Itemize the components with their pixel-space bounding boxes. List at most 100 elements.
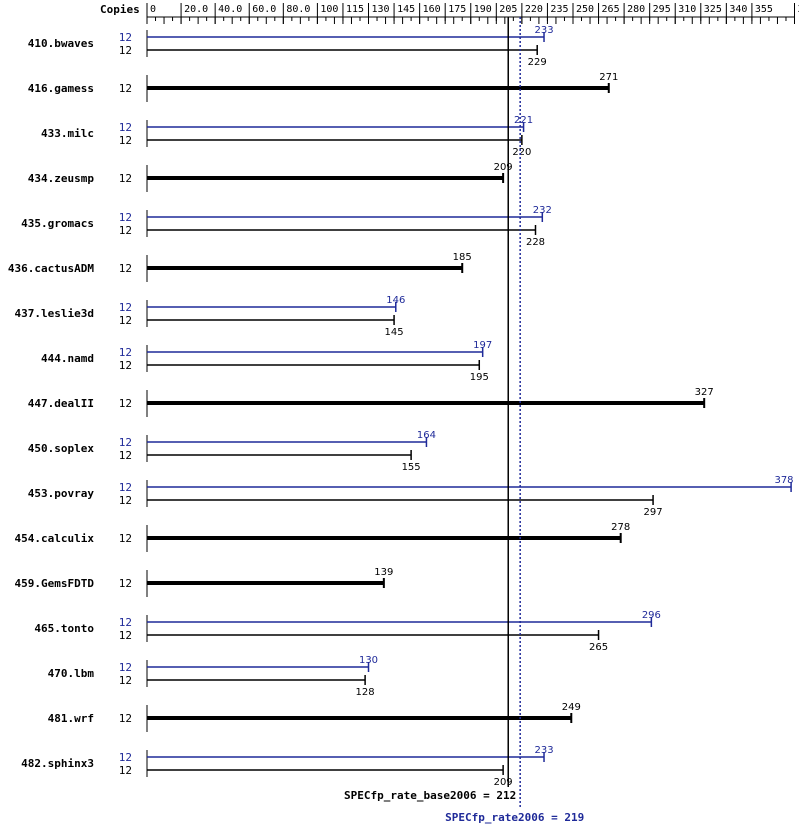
- benchmark-row: 465.tonto 12 296 12 265: [34, 610, 661, 653]
- benchmark-row: 470.lbm 12 130 12 128: [48, 655, 378, 698]
- base-copies-label: 12: [119, 314, 132, 327]
- peak-copies-label: 12: [119, 301, 132, 314]
- benchmark-label: 481.wrf: [48, 712, 94, 725]
- x-tick-label: 130: [372, 4, 390, 15]
- base-value-label: 128: [356, 687, 375, 698]
- base-copies-label: 12: [119, 449, 132, 462]
- x-tick-label: 40.0: [218, 4, 242, 15]
- base-copies-label: 12: [119, 134, 132, 147]
- peak-copies-label: 12: [119, 31, 132, 44]
- base-copies-label: 12: [119, 82, 132, 95]
- base-value-label: 278: [611, 522, 630, 533]
- base-value-label: 209: [494, 777, 513, 788]
- base-copies-label: 12: [119, 629, 132, 642]
- base-copies-label: 12: [119, 172, 132, 185]
- benchmark-row: 444.namd 12 197 12 195: [41, 340, 492, 383]
- base-value-label: 220: [512, 147, 531, 158]
- base-value-label: 139: [374, 567, 393, 578]
- x-tick-label: 280: [627, 4, 645, 15]
- benchmark-label: 454.calculix: [15, 532, 95, 545]
- x-tick-label: 80.0: [286, 4, 310, 15]
- benchmark-row: 435.gromacs 12 232 12 228: [21, 205, 552, 248]
- base-value-label: 228: [526, 237, 545, 248]
- benchmark-row: 447.dealII 12 327: [28, 387, 714, 417]
- base-copies-label: 12: [119, 764, 132, 777]
- x-tick-label: 160: [423, 4, 441, 15]
- base-value-label: 297: [644, 507, 663, 518]
- x-tick-label: 60.0: [252, 4, 276, 15]
- benchmark-label: 436.cactusADM: [8, 262, 94, 275]
- x-tick-label: 325: [704, 4, 722, 15]
- peak-value-label: 146: [386, 295, 405, 306]
- benchmark-row: 481.wrf 12 249: [48, 702, 581, 732]
- peak-copies-label: 12: [119, 346, 132, 359]
- benchmark-label: 433.milc: [41, 127, 94, 140]
- base-copies-label: 12: [119, 712, 132, 725]
- peak-value-label: 232: [533, 205, 552, 216]
- x-tick-label: 115: [346, 4, 364, 15]
- benchmark-row: 482.sphinx3 12 233 12 209: [21, 745, 553, 788]
- x-tick-label: 235: [550, 4, 568, 15]
- benchmark-label: 453.povray: [28, 487, 95, 500]
- peak-value-label: 221: [514, 115, 533, 126]
- benchmark-label: 434.zeusmp: [28, 172, 95, 185]
- benchmark-label: 437.leslie3d: [15, 307, 94, 320]
- benchmark-label: 444.namd: [41, 352, 94, 365]
- x-tick-label: 265: [602, 4, 620, 15]
- peak-value-label: 130: [359, 655, 378, 666]
- base-copies-label: 12: [119, 674, 132, 687]
- base-value-label: 145: [385, 327, 404, 338]
- benchmark-label: 447.dealII: [28, 397, 94, 410]
- peak-copies-label: 12: [119, 661, 132, 674]
- benchmark-label: 410.bwaves: [28, 37, 94, 50]
- base-value-label: 229: [528, 57, 547, 68]
- peak-value-label: 233: [534, 25, 553, 36]
- summary-lines: SPECfp_rate_base2006 = 212 SPECfp_rate200…: [344, 17, 584, 824]
- benchmark-label: 416.gamess: [28, 82, 94, 95]
- x-tick-label: 295: [653, 4, 671, 15]
- benchmark-rows: 410.bwaves 12 233 12 229 416.gamess 12 271 433.m…: [8, 25, 794, 788]
- peak-copies-label: 12: [119, 211, 132, 224]
- x-tick-label: 190: [474, 4, 492, 15]
- x-tick-label: 175: [448, 4, 466, 15]
- base-copies-label: 12: [119, 532, 132, 545]
- peak-value-label: 164: [417, 430, 436, 441]
- benchmark-label: 465.tonto: [34, 622, 94, 635]
- base-value-label: 327: [695, 387, 714, 398]
- peak-value-label: 233: [534, 745, 553, 756]
- benchmark-row: 436.cactusADM 12 185: [8, 252, 472, 282]
- base-value-label: 265: [589, 642, 608, 653]
- x-tick-label: 145: [397, 4, 415, 15]
- base-value-label: 209: [494, 162, 513, 173]
- copies-header: Copies: [100, 3, 140, 16]
- x-tick-label: 20.0: [184, 4, 208, 15]
- base-copies-label: 12: [119, 494, 132, 507]
- base-copies-label: 12: [119, 359, 132, 372]
- x-tick-label: 355: [755, 4, 773, 15]
- base-copies-label: 12: [119, 577, 132, 590]
- peak-value-label: 378: [774, 475, 793, 486]
- base-copies-label: 12: [119, 397, 132, 410]
- benchmark-row: 454.calculix 12 278: [15, 522, 630, 552]
- benchmark-label: 482.sphinx3: [21, 757, 94, 770]
- benchmark-row: 453.povray 12 378 12 297: [28, 475, 794, 518]
- x-tick-label: 220: [525, 4, 543, 15]
- peak-value-label: 296: [642, 610, 661, 621]
- benchmark-row: 410.bwaves 12 233 12 229: [28, 25, 554, 68]
- x-tick-label: 380: [798, 4, 799, 15]
- x-tick-label: 0: [150, 4, 156, 15]
- x-tick-label: 310: [678, 4, 696, 15]
- benchmark-row: 433.milc 12 221 12 220: [41, 115, 533, 158]
- peak-copies-label: 12: [119, 121, 132, 134]
- peak-value-label: 197: [473, 340, 492, 351]
- peak-copies-label: 12: [119, 481, 132, 494]
- peak-summary-label: SPECfp_rate2006 = 219: [445, 811, 584, 824]
- x-tick-label: 340: [729, 4, 747, 15]
- base-copies-label: 12: [119, 44, 132, 57]
- base-value-label: 195: [470, 372, 489, 383]
- benchmark-label: 450.soplex: [28, 442, 95, 455]
- base-copies-label: 12: [119, 262, 132, 275]
- peak-copies-label: 12: [119, 616, 132, 629]
